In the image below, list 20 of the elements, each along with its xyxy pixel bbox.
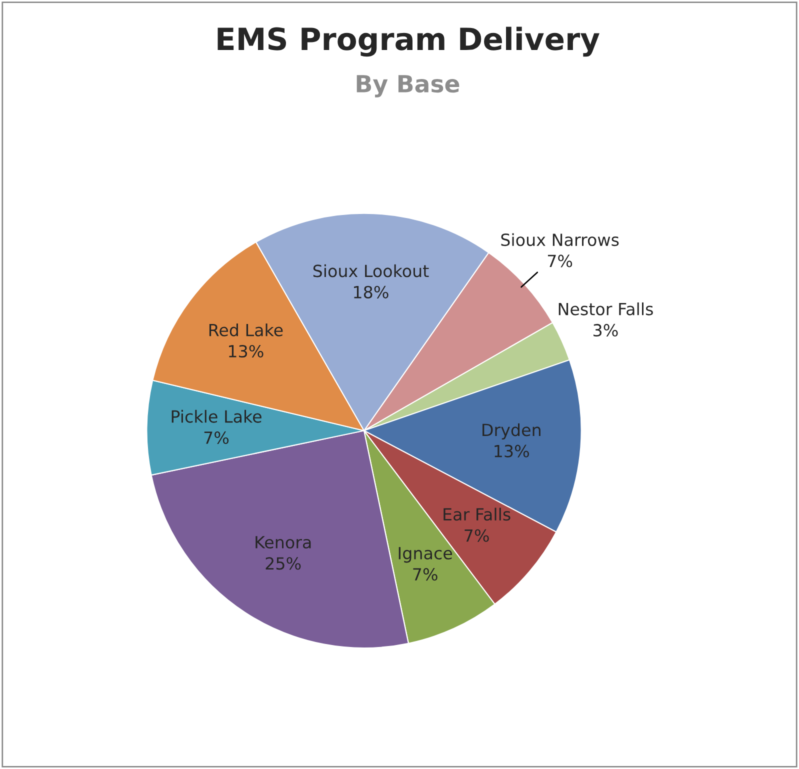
data-label: 18% [354, 286, 388, 298]
slice-label: Nestor Falls [558, 302, 653, 316]
slice-label: Sioux Narrows [501, 233, 619, 246]
data-label: 25% [266, 557, 301, 570]
data-label: 3% [594, 324, 618, 337]
slice-label: Ignace [398, 547, 452, 563]
slice-label: Pickle Lake [172, 410, 262, 423]
chart-subtitle: By Base [356, 75, 460, 98]
slice-label: Sioux Lookout [313, 264, 429, 278]
data-label: 13% [494, 444, 529, 458]
slice-label: Red Lake [209, 323, 283, 336]
data-label: 7% [413, 568, 438, 581]
data-label: 7% [204, 431, 229, 444]
slice-label: Kenora [256, 536, 311, 549]
slice-label: Dryden [482, 423, 540, 440]
data-label: 7% [464, 529, 489, 542]
slice-label: Ear Falls [444, 508, 510, 521]
chart-title: EMS Program Delivery [218, 26, 600, 57]
data-label: 7% [548, 254, 572, 268]
data-label: 13% [229, 344, 264, 358]
